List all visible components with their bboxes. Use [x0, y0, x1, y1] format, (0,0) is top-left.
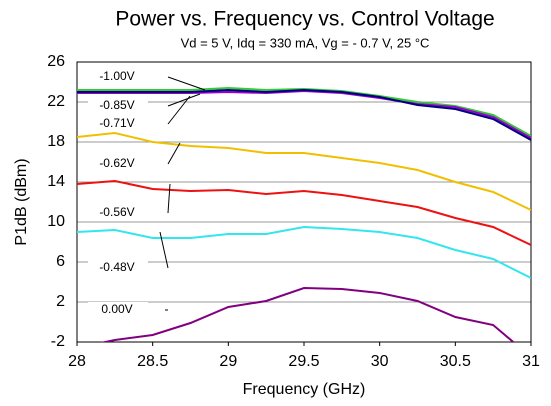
series-line	[77, 179, 531, 246]
label-box	[88, 116, 148, 132]
series-line	[77, 88, 531, 141]
series-label: -0.48V	[99, 260, 134, 274]
series-group	[77, 86, 531, 342]
plot-border	[76, 61, 532, 343]
label-box	[88, 302, 148, 318]
label-leader	[167, 76, 206, 91]
label-leader	[167, 183, 171, 214]
series-line	[77, 131, 531, 211]
series-line	[100, 286, 515, 342]
x-axis-label: Frequency (GHz)	[243, 381, 366, 398]
label-box	[88, 98, 148, 114]
x-tick-label: 30	[371, 353, 389, 370]
x-tick-label: 30.5	[440, 353, 471, 370]
label-leader	[167, 142, 181, 165]
series-label: 0.00V	[101, 302, 132, 316]
label-leader	[159, 231, 169, 269]
x-tick-label: 28	[68, 353, 86, 370]
x-tick-label: 28.5	[137, 353, 168, 370]
y-tick-label: 18	[47, 133, 65, 150]
y-tick-label: 22	[47, 93, 65, 110]
series-label: -0.71V	[99, 116, 134, 130]
label-box	[88, 205, 148, 221]
y-tick-label: -2	[51, 333, 65, 350]
series-line	[77, 225, 531, 279]
y-tick-label: 2	[56, 293, 65, 310]
y-tick-label: 6	[56, 253, 65, 270]
y-axis-label: P1dB (dBm)	[13, 158, 30, 245]
label-box	[88, 156, 148, 172]
chart-subtitle: Vd = 5 V, Idq = 330 mA, Vg = - 0.7 V, 25…	[181, 35, 430, 50]
series-label: -1.00V	[99, 69, 134, 83]
label-leader	[167, 93, 201, 107]
label-box	[88, 69, 148, 85]
label-leader	[167, 95, 191, 125]
y-tick-label: 10	[47, 213, 65, 230]
y-tick-label: 26	[47, 53, 65, 70]
series-label: -0.56V	[99, 205, 134, 219]
label-box	[88, 260, 148, 276]
x-tick-label: 31	[522, 353, 540, 370]
x-tick-label: 29	[219, 353, 237, 370]
series-label: -0.85V	[99, 98, 134, 112]
x-tick-label: 29.5	[288, 353, 319, 370]
y-tick-label: 14	[47, 173, 65, 190]
series-label: -0.62V	[99, 156, 134, 170]
chart-title: Power vs. Frequency vs. Control Voltage	[115, 8, 494, 31]
